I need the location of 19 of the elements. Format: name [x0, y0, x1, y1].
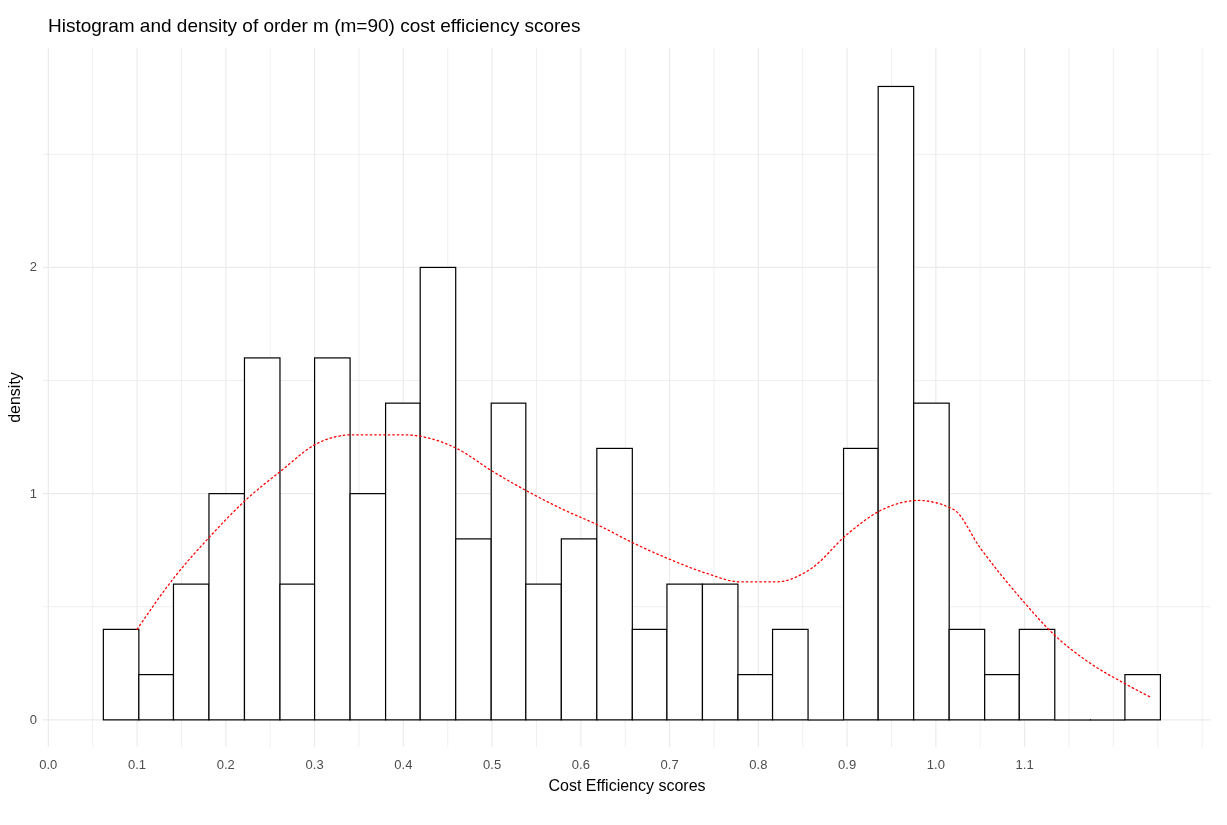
x-tick-label: 1.1 — [1015, 757, 1034, 772]
x-tick-label: 0.9 — [838, 757, 857, 772]
y-tick-label: 2 — [29, 259, 37, 275]
x-tick-label: 0.1 — [128, 757, 147, 772]
x-tick-label: 1.0 — [926, 757, 945, 772]
x-tick-label: 0.5 — [483, 757, 502, 772]
x-tick-label: 0.6 — [571, 757, 590, 772]
line-series — [136, 434, 1152, 698]
y-tick-label: 0 — [29, 711, 37, 727]
x-tick-label: 0.7 — [660, 757, 679, 772]
x-tick-label: 0.3 — [305, 757, 324, 772]
x-tick-label: 0.8 — [749, 757, 768, 772]
chart-title: Histogram and density of order m (m=90) cost efficiency scores — [48, 15, 581, 36]
x-axis-title: Cost Efficiency scores — [548, 777, 706, 794]
x-tick-label: 0.4 — [394, 757, 413, 772]
x-tick-label: 0.0 — [39, 757, 58, 772]
y-axis-title: density — [6, 372, 23, 423]
x-tick-label: 0.2 — [216, 757, 235, 772]
y-tick-label: 1 — [29, 485, 37, 501]
